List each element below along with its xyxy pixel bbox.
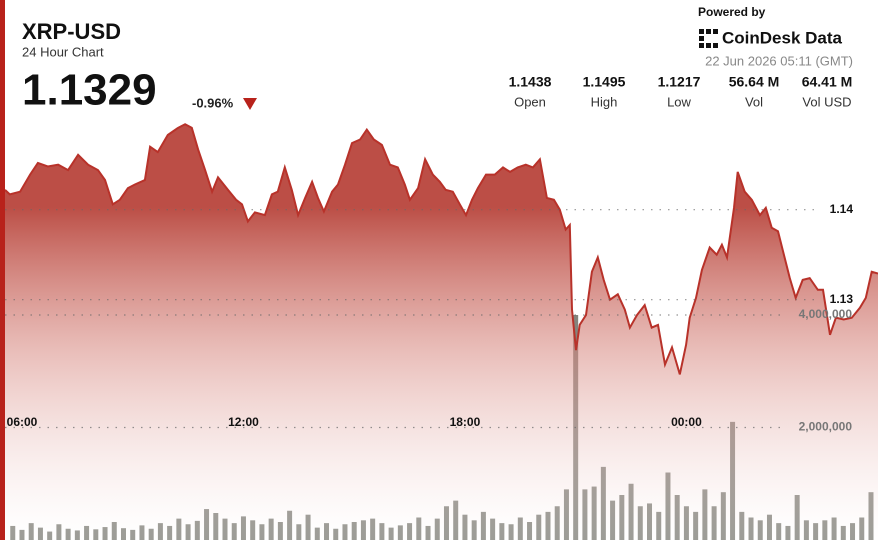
stat-value: 1.1495 [583,74,626,90]
x-tick-label: 00:00 [671,415,702,429]
y-tick-label: 1.14 [830,202,854,216]
stat-value: 1.1217 [658,74,701,90]
x-tick-label: 18:00 [450,415,481,429]
y2-tick-label: 4,000,000 [799,307,853,321]
timestamp: 22 Jun 2026 05:11 (GMT) [705,53,853,68]
stat-value: 64.41 M [802,74,853,90]
brand: CoinDesk Data [722,28,843,47]
stat-value: 56.64 M [729,74,780,90]
price: 1.1329 [22,66,157,115]
stat-label: Vol [745,94,763,109]
brand-logo [699,29,718,48]
stat-label: Low [667,94,691,109]
change: -0.96% [192,95,234,110]
price-line [4,123,878,375]
x-tick-label: 12:00 [228,415,259,429]
powered-by: Powered by [698,5,766,19]
stat-label: Vol USD [802,94,851,109]
title: XRP-USD [22,19,121,44]
stat-value: 1.1438 [509,74,552,90]
y-tick-label: 1.13 [830,292,854,306]
stat-label: High [591,94,618,109]
accent-bar [0,0,5,540]
x-tick-label: 06:00 [7,415,38,429]
down-arrow [243,98,257,110]
y2-tick-label: 2,000,000 [799,420,853,434]
stat-label: Open [514,94,546,109]
subtitle: 24 Hour Chart [22,44,104,59]
price-area [5,124,878,540]
